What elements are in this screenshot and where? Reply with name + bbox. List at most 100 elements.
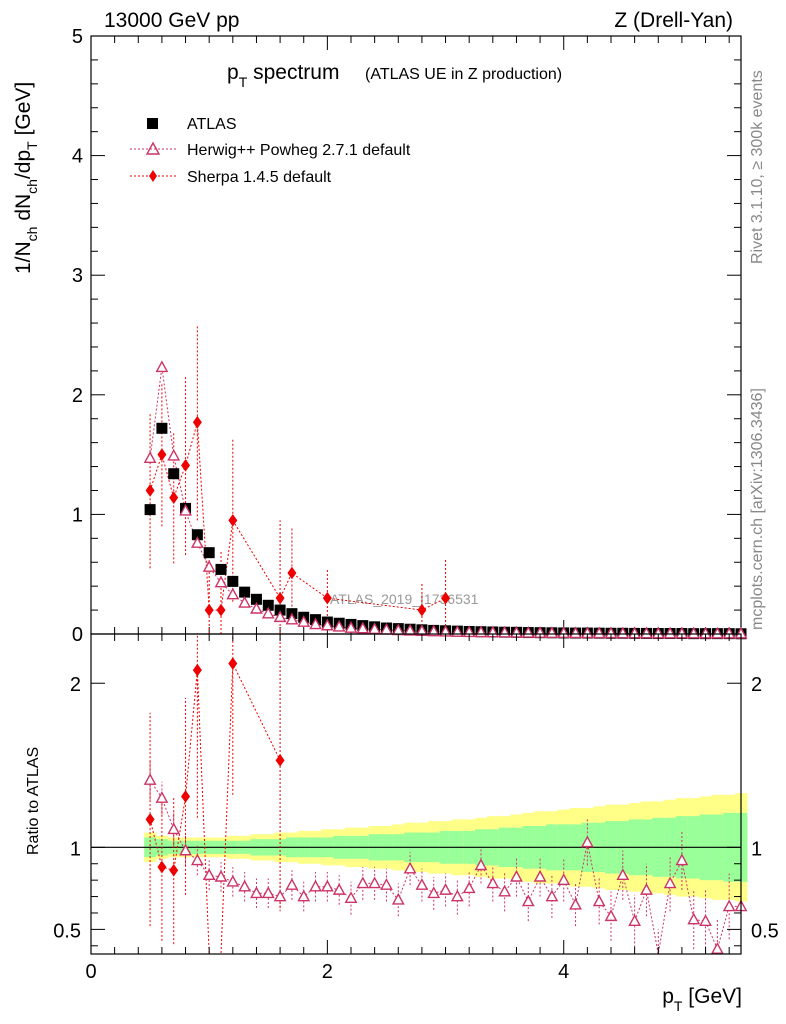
herwig-ratio-point — [616, 868, 630, 881]
herwig-main-point — [155, 360, 169, 373]
ratio-y-tick-label-right: 0.5 — [751, 920, 779, 942]
herwig-main-point — [687, 626, 701, 639]
ratio-y-tick-labels: 0.5 0.5 1 1 2 2 — [53, 674, 779, 942]
atlas-data-point — [168, 468, 180, 480]
sherpa-main-point — [204, 603, 214, 617]
herwig-main-point — [214, 575, 228, 588]
sherpa-main-point — [145, 484, 155, 497]
sherpa-ratio-point — [157, 860, 167, 874]
herwig-ratio-point — [155, 791, 169, 803]
herwig-ratio-point — [592, 894, 606, 907]
herwig-ratio-point — [510, 869, 523, 882]
main-y-tick-label: 2 — [72, 385, 83, 407]
main-y-axis-label: 1/Nch dNch/dpT [GeV] — [12, 82, 40, 274]
herwig-ratio-point — [474, 858, 488, 871]
herwig-ratio-point — [190, 853, 204, 866]
plot-title: pT spectrum — [227, 61, 339, 90]
herwig-ratio-point — [226, 874, 240, 887]
herwig-ratio-point — [356, 876, 370, 889]
ratio-y-tick-label-left: 2 — [70, 674, 81, 696]
herwig-ratio-point — [710, 942, 724, 954]
herwig-ratio-point — [214, 869, 228, 882]
herwig-main-point — [250, 601, 263, 614]
herwig-main-point — [179, 503, 192, 516]
atlas-data-point — [262, 599, 274, 611]
plot-title-note: (ATLAS UE in Z production) — [365, 66, 562, 83]
atlas-data-point — [239, 586, 251, 598]
herwig-ratio-point — [320, 879, 334, 892]
herwig-ratio-point — [368, 876, 382, 889]
main-y-tick-label: 0 — [72, 624, 83, 646]
sherpa-main-point — [216, 603, 226, 617]
x-axis-label-rest: [GeV] — [682, 985, 742, 1008]
sherpa-ratio-point — [145, 813, 155, 826]
main-y-tick-labels: 0 1 2 3 4 5 — [72, 26, 83, 646]
herwig-main-point — [663, 626, 677, 639]
sherpa-main-point — [169, 491, 179, 504]
legend-atlas-marker — [147, 118, 158, 129]
herwig-main-point — [226, 587, 240, 600]
ratio-x-tick-label: 0 — [85, 961, 96, 983]
legend-sherpa-label: Sherpa 1.4.5 default — [187, 169, 332, 186]
herwig-ratio-point — [663, 876, 677, 889]
herwig-main-point — [332, 619, 346, 632]
sherpa-ratio-point — [228, 657, 238, 670]
herwig-main-point — [167, 448, 181, 461]
herwig-ratio-point — [545, 889, 559, 902]
herwig-main-point — [297, 615, 311, 627]
herwig-main-point — [320, 618, 334, 631]
legend-herwig-label: Herwig++ Powheg 2.7.1 default — [187, 142, 411, 159]
atlas-data-point — [156, 422, 168, 434]
herwig-ratio-point — [521, 894, 535, 907]
herwig-ratio-point — [297, 889, 311, 902]
sherpa-main-point — [287, 566, 297, 580]
herwig-ratio-point — [722, 899, 736, 912]
herwig-ratio-point — [380, 878, 393, 890]
atlas-data-point — [274, 604, 286, 616]
plot-title-rest: spectrum — [247, 61, 339, 84]
herwig-main-point — [640, 626, 653, 639]
herwig-ratio-point — [179, 843, 192, 856]
analysis-watermark: ATLAS_2019_I1736531 — [330, 591, 479, 607]
herwig-ratio-point — [202, 868, 216, 881]
ratio-y-tick-label-left: 0.5 — [53, 920, 81, 942]
herwig-main-point — [616, 626, 630, 639]
herwig-ratio-point — [640, 883, 653, 895]
ratio-panel: 0.5 0.5 1 1 2 2 0 2 4 Ratio to ATLAS pT [GeV] — [25, 633, 779, 1014]
herwig-main-point — [545, 626, 559, 638]
ratio-y-tick-label-right: 2 — [751, 674, 762, 696]
sherpa-main-point — [322, 591, 332, 605]
herwig-ratio-point — [533, 869, 547, 882]
herwig-ratio-point — [391, 892, 405, 905]
mcplots-label: mcplots.cern.ch [arXiv:1306.3436] — [749, 388, 766, 630]
sherpa-main-point — [192, 416, 202, 429]
ratio-axis-ticks — [90, 634, 741, 954]
sherpa-main-point — [441, 591, 451, 605]
herwig-main-point — [403, 623, 417, 636]
main-y-tick-label: 1 — [72, 504, 83, 526]
legend-herwig-marker — [145, 141, 161, 155]
plot-title-p: p — [227, 61, 239, 84]
herwig-main-point — [238, 595, 252, 608]
sherpa-ratio-point — [169, 864, 179, 877]
ratio-y-tick-label-right: 1 — [751, 838, 762, 860]
legend-atlas-label: ATLAS — [187, 116, 237, 133]
herwig-main-point — [569, 626, 582, 639]
sherpa-main-line — [149, 422, 446, 611]
herwig-main-point — [710, 626, 724, 639]
sherpa-main-point — [157, 448, 167, 461]
herwig-ratio-point — [557, 873, 571, 885]
main-series-layer — [143, 324, 748, 640]
herwig-ratio-point — [167, 822, 181, 835]
herwig-ratio-point — [498, 884, 512, 897]
sherpa-ratio-point — [275, 754, 285, 767]
herwig-ratio-point — [604, 909, 618, 922]
herwig-ratio-point — [569, 897, 582, 910]
herwig-ratio-point — [439, 883, 452, 895]
herwig-main-point — [592, 626, 606, 639]
sherpa-ratio-point — [181, 790, 191, 803]
herwig-main-point — [344, 621, 358, 633]
sherpa-ratio-point — [192, 663, 202, 677]
atlas-data-point — [227, 575, 239, 587]
herwig-main-point — [261, 606, 275, 619]
